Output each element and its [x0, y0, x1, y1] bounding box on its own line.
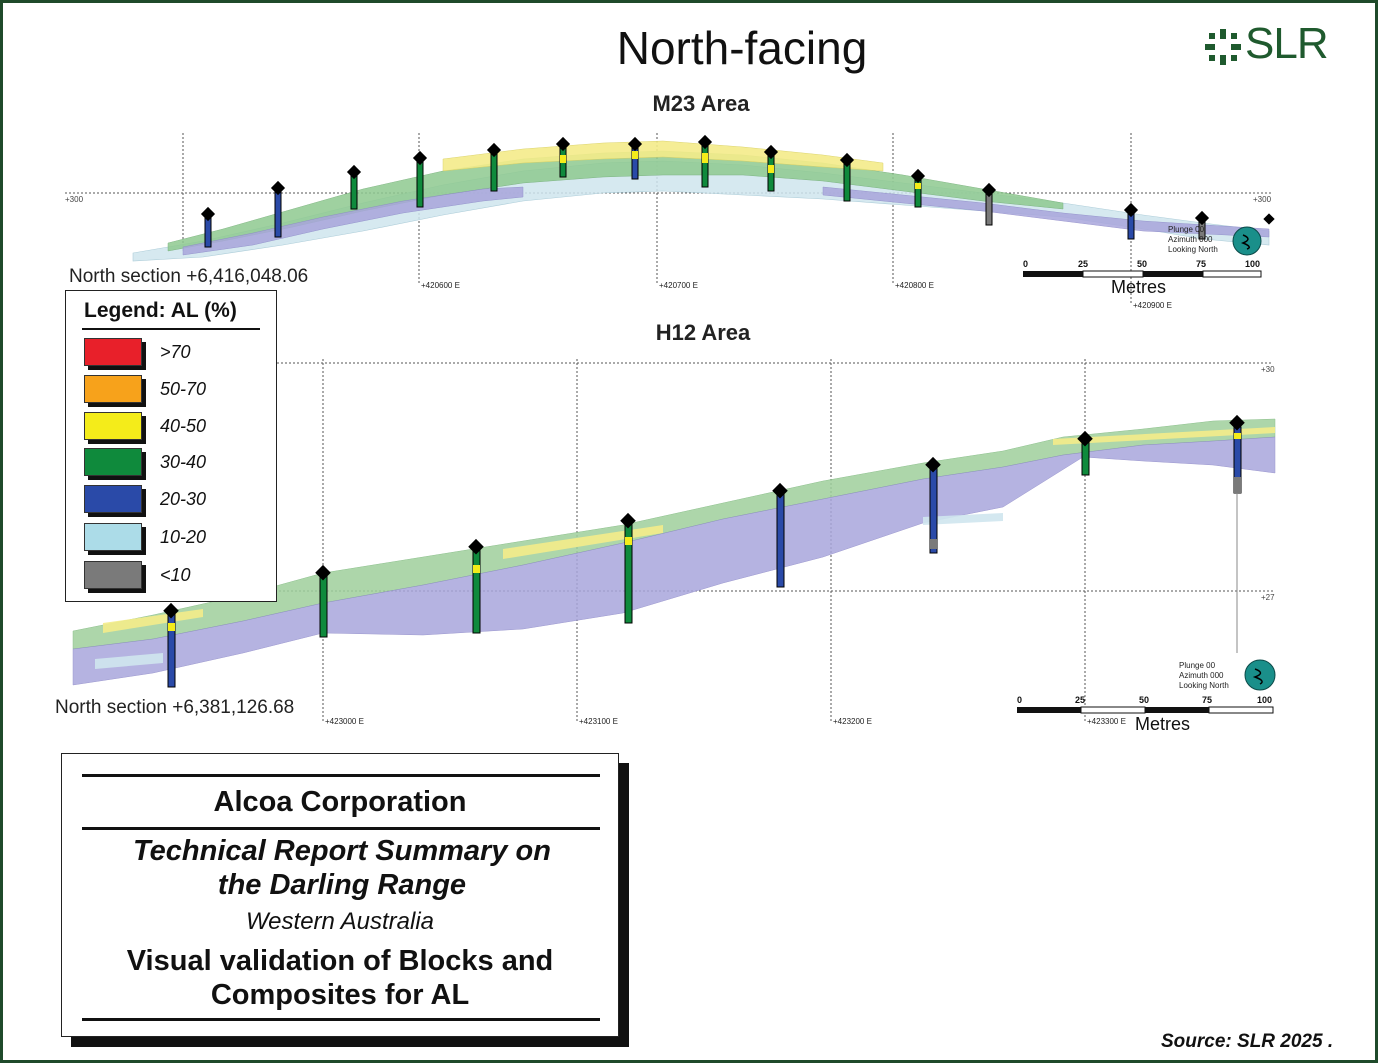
h12-easting-1: +423000 E — [325, 717, 364, 726]
m23-looking: Looking North — [1168, 245, 1218, 254]
figure-caption-line-2: Composites for AL — [210, 979, 470, 1011]
m23-scale-unit: Metres — [1111, 277, 1167, 297]
legend-divider — [82, 328, 260, 330]
m23-easting-2: +420700 E — [659, 281, 698, 290]
title-block: Alcoa Corporation Technical Report Summa… — [61, 753, 619, 1037]
m23-scale-50: 50 — [1137, 259, 1148, 269]
h12-area-title: H12 Area — [655, 320, 751, 345]
h12-plunge: Plunge 00 — [1179, 661, 1216, 670]
legend-label: 20-30 — [160, 489, 207, 509]
legend-label: <10 — [160, 565, 191, 585]
legend-title: Legend: AL (%) — [84, 299, 237, 322]
h12-orientation-text: Plunge 00 Azimuth 000 Looking North — [1179, 661, 1229, 691]
legend-swatch — [84, 561, 142, 589]
h12-easting-4: +423300 E — [1087, 717, 1126, 726]
m23-easting-3: +420800 E — [895, 281, 934, 290]
figure-caption-line-1: Visual validation of Blocks and — [126, 945, 554, 977]
legend-item: 30-40 — [84, 448, 274, 478]
legend-swatch — [84, 448, 142, 476]
legend-swatch — [84, 338, 142, 366]
h12-scale-bar — [1017, 706, 1274, 714]
h12-scale-100: 100 — [1257, 695, 1273, 705]
legend-label: >70 — [160, 342, 191, 362]
h12-cross-section — [72, 359, 1276, 723]
m23-cross-section — [65, 133, 1275, 303]
legend-swatch — [84, 375, 142, 403]
legend-item: 20-30 — [84, 485, 274, 515]
legend-item: 40-50 — [84, 412, 274, 442]
m23-area-title: M23 Area — [652, 91, 750, 116]
company-name: Alcoa Corporation — [213, 786, 467, 818]
m23-drillholes — [200, 134, 1275, 248]
m23-scale-100: 100 — [1245, 259, 1261, 269]
report-title-line-2: the Darling Range — [217, 869, 467, 901]
h12-scale-25: 25 — [1075, 695, 1086, 705]
m23-scale-25: 25 — [1078, 259, 1089, 269]
legend-label: 30-40 — [160, 452, 207, 472]
m23-scale-75: 75 — [1196, 259, 1207, 269]
title-block-rule — [82, 1018, 600, 1021]
m23-rl-left: +300 — [65, 195, 84, 204]
legend: Legend: AL (%) >70 50-70 40-50 30-40 20-… — [65, 290, 277, 602]
m23-section-label: North section +6,416,048.06 — [69, 266, 309, 287]
legend-label: 10-20 — [160, 527, 207, 547]
legend-label: 40-50 — [160, 416, 207, 436]
legend-label: 50-70 — [160, 379, 207, 399]
legend-item: 10-20 — [84, 523, 274, 553]
h12-section-label: North section +6,381,126.68 — [55, 697, 295, 718]
figure-caption: Visual validation of Blocks and Composit… — [82, 944, 598, 1012]
h12-scale-0: 0 — [1017, 695, 1023, 705]
title-block-rule — [82, 827, 600, 830]
legend-item: >70 — [84, 338, 274, 368]
legend-swatch — [84, 485, 142, 513]
page-title: North-facing — [616, 22, 868, 74]
h12-rl-top: +30 — [1261, 365, 1275, 374]
m23-scale-bar — [1023, 270, 1262, 278]
h12-easting-3: +423200 E — [833, 717, 872, 726]
m23-orientation-text: Plunge 00 Azimuth 000 Looking North — [1168, 225, 1218, 255]
legend-item: <10 — [84, 561, 274, 591]
region: Western Australia — [245, 908, 435, 935]
report-title: Technical Report Summary on the Darling … — [102, 834, 582, 902]
source-note: Source: SLR 2025 . — [1161, 1031, 1334, 1052]
m23-rl-right: +300 — [1253, 195, 1272, 204]
h12-rl-bottom: +27 — [1261, 593, 1275, 602]
h12-easting-2: +423100 E — [579, 717, 618, 726]
logo-text: SLR — [1245, 19, 1329, 68]
legend-swatch — [84, 412, 142, 440]
m23-scale-0: 0 — [1023, 259, 1029, 269]
m23-azimuth: Azimuth 000 — [1168, 235, 1213, 244]
h12-azimuth: Azimuth 000 — [1179, 671, 1224, 680]
h12-scale-50: 50 — [1139, 695, 1150, 705]
slr-logo: SLR — [1203, 19, 1343, 68]
h12-scale-unit: Metres — [1135, 714, 1191, 734]
m23-easting-4: +420900 E — [1133, 301, 1172, 310]
h12-scale-75: 75 — [1202, 695, 1213, 705]
legend-swatch — [84, 523, 142, 551]
legend-item: 50-70 — [84, 375, 274, 405]
report-title-line-1: Technical Report Summary on — [133, 835, 551, 867]
m23-easting-1: +420600 E — [421, 281, 460, 290]
m23-plunge: Plunge 00 — [1168, 225, 1205, 234]
slr-asterisk-icon — [1205, 29, 1241, 65]
title-block-rule — [82, 774, 600, 777]
h12-looking: Looking North — [1179, 681, 1229, 690]
